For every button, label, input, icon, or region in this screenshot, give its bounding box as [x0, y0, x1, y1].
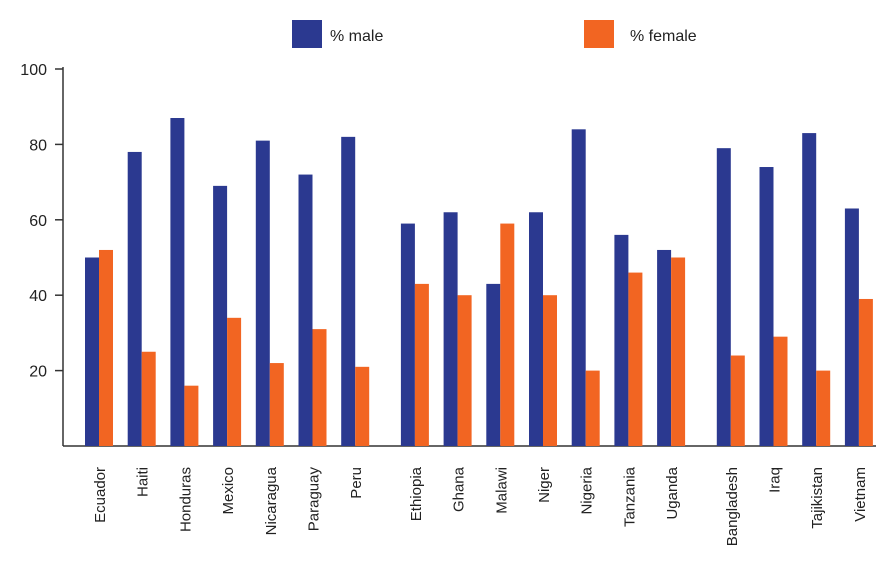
x-tick-label-peru: Peru [348, 467, 365, 499]
bar-female-vietnam [859, 299, 873, 446]
bar-male-tanzania [614, 235, 628, 446]
legend-label-male: % male [330, 28, 383, 45]
y-tick-label: 60 [29, 213, 47, 230]
x-tick-label-haiti: Haiti [135, 467, 152, 497]
y-tick-label: 20 [29, 364, 47, 381]
bar-female-malawi [500, 224, 514, 446]
bar-female-honduras [184, 386, 198, 446]
bar-male-haiti [128, 152, 142, 446]
bar-male-uganda [657, 250, 671, 446]
bar-female-nicaragua [270, 363, 284, 446]
bar-female-iraq [774, 337, 788, 446]
bar-female-ghana [458, 295, 472, 446]
bar-male-ecuador [85, 258, 99, 447]
bar-male-tajikistan [802, 133, 816, 446]
x-tick-label-tanzania: Tanzania [621, 466, 638, 527]
bar-male-nigeria [572, 129, 586, 446]
bar-male-mexico [213, 186, 227, 446]
bar-male-malawi [486, 284, 500, 446]
bar-male-paraguay [299, 175, 313, 446]
bar-male-vietnam [845, 208, 859, 446]
bar-male-peru [341, 137, 355, 446]
bar-female-tajikistan [816, 371, 830, 446]
legend-swatch-female [584, 20, 614, 48]
legend: % male % female [292, 20, 697, 48]
x-tick-label-nigeria: Nigeria [579, 466, 596, 514]
bar-female-bangladesh [731, 356, 745, 446]
legend-swatch-male [292, 20, 322, 48]
bar-female-tanzania [628, 273, 642, 446]
bar-male-nicaragua [256, 141, 270, 446]
bar-female-peru [355, 367, 369, 446]
bar-male-bangladesh [717, 148, 731, 446]
bar-female-ethiopia [415, 284, 429, 446]
x-tick-label-iraq: Iraq [767, 467, 784, 493]
bar-female-haiti [142, 352, 156, 446]
bar-female-niger [543, 295, 557, 446]
bar-female-ecuador [99, 250, 113, 446]
x-tick-label-nicaragua: Nicaragua [263, 466, 280, 535]
x-tick-label-vietnam: Vietnam [852, 467, 869, 522]
y-tick-label: 100 [20, 62, 47, 79]
bar-male-iraq [760, 167, 774, 446]
bar-female-mexico [227, 318, 241, 446]
x-tick-label-malawi: Malawi [493, 467, 510, 514]
x-tick-label-uganda: Uganda [664, 466, 681, 519]
bars [85, 118, 873, 446]
x-tick-label-niger: Niger [536, 467, 553, 503]
x-tick-label-ethiopia: Ethiopia [408, 466, 425, 521]
bar-male-honduras [170, 118, 184, 446]
legend-label-female: % female [630, 28, 697, 45]
y-tick-label: 80 [29, 137, 47, 154]
x-tick-label-tajikistan: Tajikistan [809, 467, 826, 529]
bar-male-ghana [444, 212, 458, 446]
x-tick-label-ecuador: Ecuador [92, 467, 109, 523]
bar-female-paraguay [313, 329, 327, 446]
bar-female-nigeria [586, 371, 600, 446]
bar-male-ethiopia [401, 224, 415, 446]
y-tick-label: 40 [29, 288, 47, 305]
x-tick-label-honduras: Honduras [177, 467, 194, 532]
bar-female-uganda [671, 258, 685, 447]
bar-male-niger [529, 212, 543, 446]
x-tick-label-mexico: Mexico [220, 467, 237, 515]
x-tick-label-paraguay: Paraguay [306, 467, 323, 532]
x-tick-label-ghana: Ghana [451, 466, 468, 512]
x-axis-labels: Ecuador Haiti Honduras Mexico Nicaragua Parag… [92, 466, 869, 546]
x-tick-label-bangladesh: Bangladesh [724, 467, 741, 546]
